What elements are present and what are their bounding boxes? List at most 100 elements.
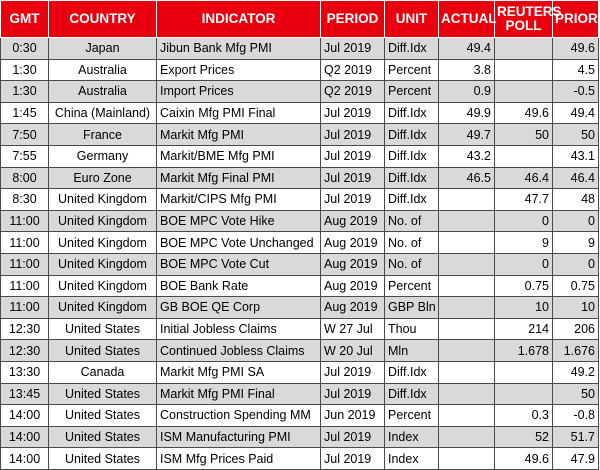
table-row: 14:00 United States Construction Spending … <box>0 404 599 427</box>
cell-country: United Kingdom <box>48 231 157 254</box>
table-row: 12:30 United States Initial Jobless Claims… <box>0 317 599 341</box>
cell-prior: 10 <box>552 296 599 319</box>
cell-reuters-poll: 0.75 <box>494 274 553 298</box>
cell-country: United Kingdom <box>48 209 157 233</box>
cell-country: Canada <box>48 360 157 384</box>
cell-period: Jul 2019 <box>320 166 385 190</box>
cell-country: Japan <box>48 37 157 60</box>
cell-unit: Index <box>384 425 439 449</box>
cell-gmt: 12:30 <box>0 339 49 362</box>
cell-indicator: Markit Mfg Final PMI <box>156 166 321 190</box>
cell-unit: No. of <box>384 209 439 233</box>
cell-country: United States <box>48 447 157 470</box>
cell-reuters-poll <box>494 382 553 406</box>
cell-period: Jul 2019 <box>320 188 385 211</box>
cell-gmt: 8:00 <box>0 166 49 190</box>
cell-prior: 47.9 <box>552 447 599 470</box>
cell-prior: 1.676 <box>552 339 599 362</box>
cell-gmt: 1:45 <box>0 101 49 125</box>
cell-actual <box>438 296 495 319</box>
cell-country: United Kingdom <box>48 188 157 211</box>
cell-indicator: BOE MPC Vote Unchanged <box>156 231 321 254</box>
cell-prior: 50 <box>552 382 599 406</box>
cell-unit: Index <box>384 447 439 470</box>
cell-gmt: 11:00 <box>0 274 49 298</box>
cell-prior: 49.2 <box>552 360 599 384</box>
cell-country: China (Mainland) <box>48 101 157 125</box>
cell-reuters-poll: 0 <box>494 252 553 276</box>
cell-gmt: 13:45 <box>0 382 49 406</box>
table-row: 1:30 Australia Export Prices Q2 2019 Percent… <box>0 58 599 82</box>
table-row: 12:30 United States Continued Jobless Clai… <box>0 339 599 362</box>
cell-actual <box>438 339 495 362</box>
cell-indicator: BOE MPC Vote Cut <box>156 252 321 276</box>
table-row: 7:55 Germany Markit/BME Mfg PMI Jul 2019 Dif… <box>0 144 599 168</box>
header-unit: UNIT <box>384 0 439 38</box>
cell-indicator: BOE MPC Vote Hike <box>156 209 321 233</box>
cell-period: Jul 2019 <box>320 123 385 146</box>
cell-actual <box>438 188 495 211</box>
table-body: 0:30 Japan Jibun Bank Mfg PMI Jul 2019 Diff.… <box>0 37 599 470</box>
cell-indicator: Construction Spending MM <box>156 404 321 427</box>
cell-indicator: Markit/CIPS Mfg PMI <box>156 188 321 211</box>
cell-reuters-poll <box>494 80 553 103</box>
cell-prior: 49.4 <box>552 101 599 125</box>
cell-unit: Diff.Idx <box>384 144 439 168</box>
cell-period: Aug 2019 <box>320 209 385 233</box>
cell-actual <box>438 274 495 298</box>
cell-prior: 49.6 <box>552 37 599 60</box>
table-row: 11:00 United Kingdom BOE MPC Vote Cut Aug 2… <box>0 252 599 276</box>
cell-gmt: 7:55 <box>0 144 49 168</box>
cell-prior: 51.7 <box>552 425 599 449</box>
cell-unit: Diff.Idx <box>384 101 439 125</box>
cell-period: Jul 2019 <box>320 360 385 384</box>
cell-indicator: Continued Jobless Claims <box>156 339 321 362</box>
header-actual: ACTUAL <box>438 0 497 38</box>
cell-actual <box>438 252 495 276</box>
cell-gmt: 14:00 <box>0 404 49 427</box>
cell-actual <box>438 231 495 254</box>
cell-indicator: Caixin Mfg PMI Final <box>156 101 321 125</box>
cell-actual: 49.4 <box>438 37 495 60</box>
table-row: 11:00 United Kingdom BOE Bank Rate Aug 2019… <box>0 274 599 298</box>
table-row: 14:00 United States ISM Manufacturing PMI J… <box>0 425 599 449</box>
cell-country: Australia <box>48 80 157 103</box>
cell-prior: 4.5 <box>552 58 599 82</box>
cell-unit: Thou <box>384 317 439 341</box>
cell-unit: Diff.Idx <box>384 123 439 146</box>
cell-indicator: Markit Mfg PMI SA <box>156 360 321 384</box>
table-row: 14:00 United States ISM Mfg Prices Paid Jul… <box>0 447 599 470</box>
cell-indicator: Export Prices <box>156 58 321 82</box>
cell-indicator: Initial Jobless Claims <box>156 317 321 341</box>
cell-actual: 49.9 <box>438 101 495 125</box>
cell-prior: -0.5 <box>552 80 599 103</box>
cell-actual <box>438 360 495 384</box>
header-country: COUNTRY <box>48 0 157 38</box>
cell-period: Q2 2019 <box>320 58 385 82</box>
table-row: 13:30 Canada Markit Mfg PMI SA Jul 2019 Diff… <box>0 360 599 384</box>
cell-gmt: 11:00 <box>0 252 49 276</box>
table-row: 13:45 United States Markit Mfg PMI Final Ju… <box>0 382 599 406</box>
cell-period: Jul 2019 <box>320 425 385 449</box>
cell-country: United Kingdom <box>48 296 157 319</box>
table-row: 11:00 United Kingdom GB BOE QE Corp Aug 201… <box>0 296 599 319</box>
cell-period: Jul 2019 <box>320 144 385 168</box>
table-row: 1:45 China (Mainland) Caixin Mfg PMI Final… <box>0 101 599 125</box>
cell-gmt: 14:00 <box>0 447 49 470</box>
cell-actual: 0.9 <box>438 80 495 103</box>
cell-prior: 206 <box>552 317 599 341</box>
header-gmt: GMT <box>0 0 49 38</box>
cell-prior: 0 <box>552 252 599 276</box>
cell-reuters-poll: 0.3 <box>494 404 553 427</box>
cell-reuters-poll: 49.6 <box>494 101 553 125</box>
cell-gmt: 12:30 <box>0 317 49 341</box>
table-row: 7:50 France Markit Mfg PMI Jul 2019 Diff.Idx… <box>0 123 599 146</box>
table-row: 11:00 United Kingdom BOE MPC Vote Hike Aug … <box>0 209 599 233</box>
cell-prior: 0.75 <box>552 274 599 298</box>
cell-indicator: GB BOE QE Corp <box>156 296 321 319</box>
header-period: PERIOD <box>320 0 385 38</box>
table-row: 8:30 United Kingdom Markit/CIPS Mfg PMI Jul… <box>0 188 599 211</box>
cell-reuters-poll <box>494 360 553 384</box>
table-row: 1:30 Australia Import Prices Q2 2019 Percent… <box>0 80 599 103</box>
